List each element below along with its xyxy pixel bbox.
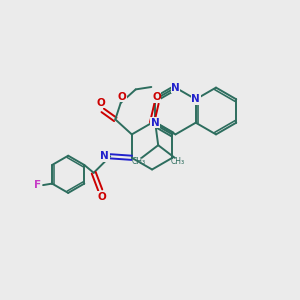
Text: O: O xyxy=(152,92,161,102)
Text: N: N xyxy=(100,151,109,161)
Text: O: O xyxy=(98,192,106,202)
Text: N: N xyxy=(151,118,160,128)
Text: F: F xyxy=(34,180,41,190)
Text: N: N xyxy=(171,82,180,93)
Text: CH₃: CH₃ xyxy=(171,157,185,166)
Text: O: O xyxy=(97,98,106,108)
Text: O: O xyxy=(118,92,127,102)
Text: CH₃: CH₃ xyxy=(132,157,146,166)
Text: N: N xyxy=(191,94,200,104)
